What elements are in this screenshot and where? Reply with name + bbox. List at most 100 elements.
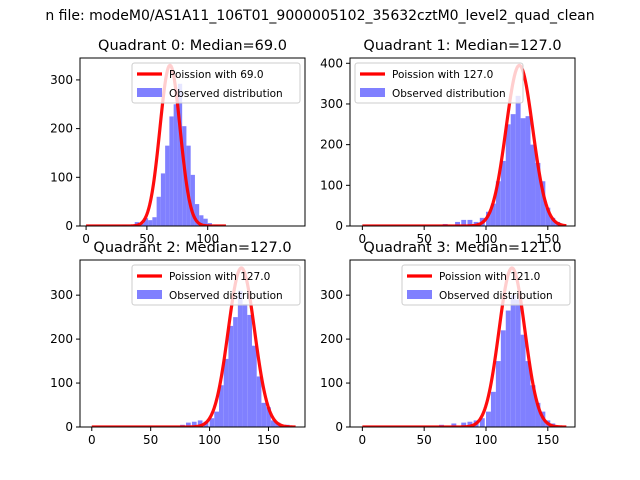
histogram-bar [535, 402, 541, 427]
histogram-bar [156, 196, 161, 226]
x-tick-label: 150 [536, 232, 559, 246]
histogram-bar [515, 299, 521, 427]
histogram-bar [520, 118, 526, 226]
y-tick-label: 0 [65, 420, 73, 434]
histogram-bar [256, 376, 262, 427]
y-tick-label: 200 [50, 122, 73, 136]
legend-box [354, 62, 524, 104]
y-tick-label: 300 [50, 288, 73, 302]
histogram-bar [270, 420, 276, 427]
histogram-bar [485, 211, 491, 226]
quadrant-1-axes: 0 50 100 150 0 100 200 300 400 Quadrant 1: Median… [320, 38, 576, 246]
legend-line-label: Poission with 127.0 [169, 271, 270, 283]
subplot-title: Quadrant 2: Median=127.0 [93, 240, 291, 256]
legend-bar-label: Observed distribution [169, 290, 283, 302]
histogram-bar [173, 104, 178, 226]
histogram-bar [190, 174, 195, 226]
histogram-bar [228, 325, 234, 427]
histogram-bar [525, 361, 531, 427]
legend: Poission with 69.0 Observed distribution [131, 62, 301, 104]
quadrant-0-plot-area [85, 63, 227, 226]
histogram-bar [152, 217, 157, 226]
x-tick-label: 100 [475, 232, 498, 246]
legend: Poission with 127.0 Observed distribution [354, 62, 524, 104]
x-tick-label: 150 [536, 433, 559, 447]
histogram-bar [203, 218, 208, 226]
histogram-bar [530, 144, 536, 226]
histogram-bar [545, 207, 551, 226]
histogram-bar [550, 217, 556, 226]
x-tick-label: 0 [359, 433, 367, 447]
legend-bar-label: Observed distribution [169, 88, 283, 100]
histogram-bar [510, 295, 516, 427]
histogram-bar [461, 422, 467, 427]
x-tick-label: 0 [359, 232, 367, 246]
subplot-title: Quadrant 3: Median=121.0 [363, 240, 561, 256]
x-tick-label: 100 [196, 232, 219, 246]
y-tick-label: 100 [320, 178, 343, 192]
histogram-bar [214, 411, 219, 427]
y-tick-label: 0 [335, 420, 343, 434]
x-tick-label: 50 [417, 232, 432, 246]
histogram-bar [451, 423, 457, 427]
y-tick-label: 0 [65, 219, 73, 233]
y-tick-label: 200 [320, 332, 343, 346]
quadrant-3-axes: 0 50 100 150 0 100 200 300 Quadrant 3: Median=12… [320, 240, 576, 447]
x-tick-label: 50 [143, 433, 158, 447]
histogram-bar [479, 418, 485, 427]
histogram-bar [186, 422, 191, 427]
axes-frame [79, 259, 306, 428]
subplot-title: Quadrant 1: Median=127.0 [363, 38, 561, 54]
x-tick-label: 50 [417, 433, 432, 447]
y-tick-label: 300 [320, 97, 343, 111]
legend-box [131, 62, 301, 104]
quadrant-0-axes: 0 50 100 0 100 200 300 Quadrant 0: Median=69.0 P… [50, 38, 306, 246]
histogram-bar [247, 314, 252, 427]
legend-line-label: Poission with 69.0 [169, 69, 264, 81]
histogram-bar [186, 145, 191, 226]
y-tick-label: 100 [50, 376, 73, 390]
histogram-bar [223, 358, 229, 427]
histogram-bar [140, 223, 146, 226]
histogram-bar [233, 317, 238, 427]
histogram-bar [461, 219, 467, 226]
y-tick-label: 100 [50, 170, 73, 184]
histogram-bar [191, 421, 197, 427]
histogram-bar [520, 334, 526, 427]
histogram-bar [266, 407, 271, 427]
histogram-bar [199, 215, 204, 226]
histogram-bar [490, 391, 496, 427]
legend-bar-swatch [407, 290, 432, 299]
legend-bar-label: Observed distribution [439, 290, 553, 302]
quadrant-2-axes: 0 50 100 150 0 100 200 300 Quadrant 2: Median=12… [50, 240, 306, 447]
legend-line-label: Poission with 121.0 [439, 271, 540, 283]
histogram-bar [209, 418, 215, 427]
y-tick-label: 200 [320, 138, 343, 152]
x-tick-label: 0 [82, 232, 90, 246]
histogram-bar [143, 218, 149, 226]
histogram-bar [530, 385, 536, 427]
histogram-bar [219, 385, 224, 427]
legend-line-label: Poission with 127.0 [392, 69, 493, 81]
axes-frame [349, 259, 576, 428]
histogram-bar [194, 204, 200, 226]
histogram-bar [169, 116, 174, 226]
histogram-bar [540, 181, 546, 226]
histogram-bar [500, 330, 506, 427]
figure-suptitle: n file: modeM0/AS1A11_106T01_9000005102_… [45, 8, 595, 24]
legend: Poission with 121.0 Observed distribution [401, 264, 571, 306]
histogram-bar [535, 162, 541, 226]
histogram-bar [261, 402, 267, 427]
histogram-bar [455, 221, 461, 226]
x-tick-label: 0 [88, 433, 96, 447]
histogram-bar [242, 303, 248, 427]
legend-bar-label: Observed distribution [392, 88, 506, 100]
x-tick-label: 100 [198, 433, 221, 447]
x-tick-label: 150 [257, 433, 280, 447]
histogram-bar [251, 345, 257, 427]
legend-bar-swatch [137, 290, 162, 299]
y-tick-label: 100 [320, 376, 343, 390]
histogram-bar [515, 95, 521, 226]
histogram-bar [495, 361, 501, 427]
